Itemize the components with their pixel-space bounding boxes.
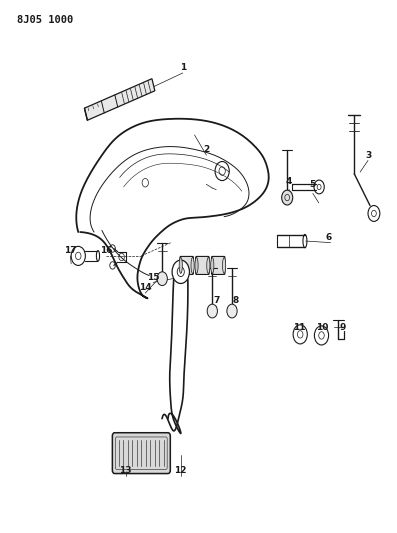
FancyBboxPatch shape xyxy=(196,256,209,274)
Circle shape xyxy=(227,304,237,318)
Text: 14: 14 xyxy=(139,283,152,292)
Text: 13: 13 xyxy=(119,466,132,475)
Circle shape xyxy=(207,304,218,318)
FancyBboxPatch shape xyxy=(112,433,170,473)
Text: 6: 6 xyxy=(326,233,332,242)
Text: 12: 12 xyxy=(175,466,187,475)
Text: 3: 3 xyxy=(365,151,371,160)
Text: 8: 8 xyxy=(233,296,239,305)
Text: 1: 1 xyxy=(179,63,186,72)
Ellipse shape xyxy=(179,257,182,273)
Polygon shape xyxy=(85,79,155,120)
Circle shape xyxy=(157,272,168,286)
Ellipse shape xyxy=(223,257,226,273)
Ellipse shape xyxy=(195,257,198,273)
Circle shape xyxy=(172,260,189,284)
Ellipse shape xyxy=(191,257,194,273)
Text: 11: 11 xyxy=(293,323,305,332)
FancyBboxPatch shape xyxy=(180,256,193,274)
Text: 4: 4 xyxy=(286,177,292,186)
Text: 17: 17 xyxy=(64,246,77,255)
Text: 9: 9 xyxy=(339,323,345,332)
FancyBboxPatch shape xyxy=(212,256,225,274)
Text: 15: 15 xyxy=(147,272,160,281)
Ellipse shape xyxy=(207,257,210,273)
Circle shape xyxy=(282,190,293,205)
Text: 5: 5 xyxy=(310,180,316,189)
Text: 16: 16 xyxy=(100,246,112,255)
Text: 10: 10 xyxy=(316,323,329,332)
Text: 7: 7 xyxy=(213,296,220,305)
Ellipse shape xyxy=(211,257,214,273)
Text: 2: 2 xyxy=(203,146,210,155)
Text: 8J05 1000: 8J05 1000 xyxy=(17,14,73,25)
